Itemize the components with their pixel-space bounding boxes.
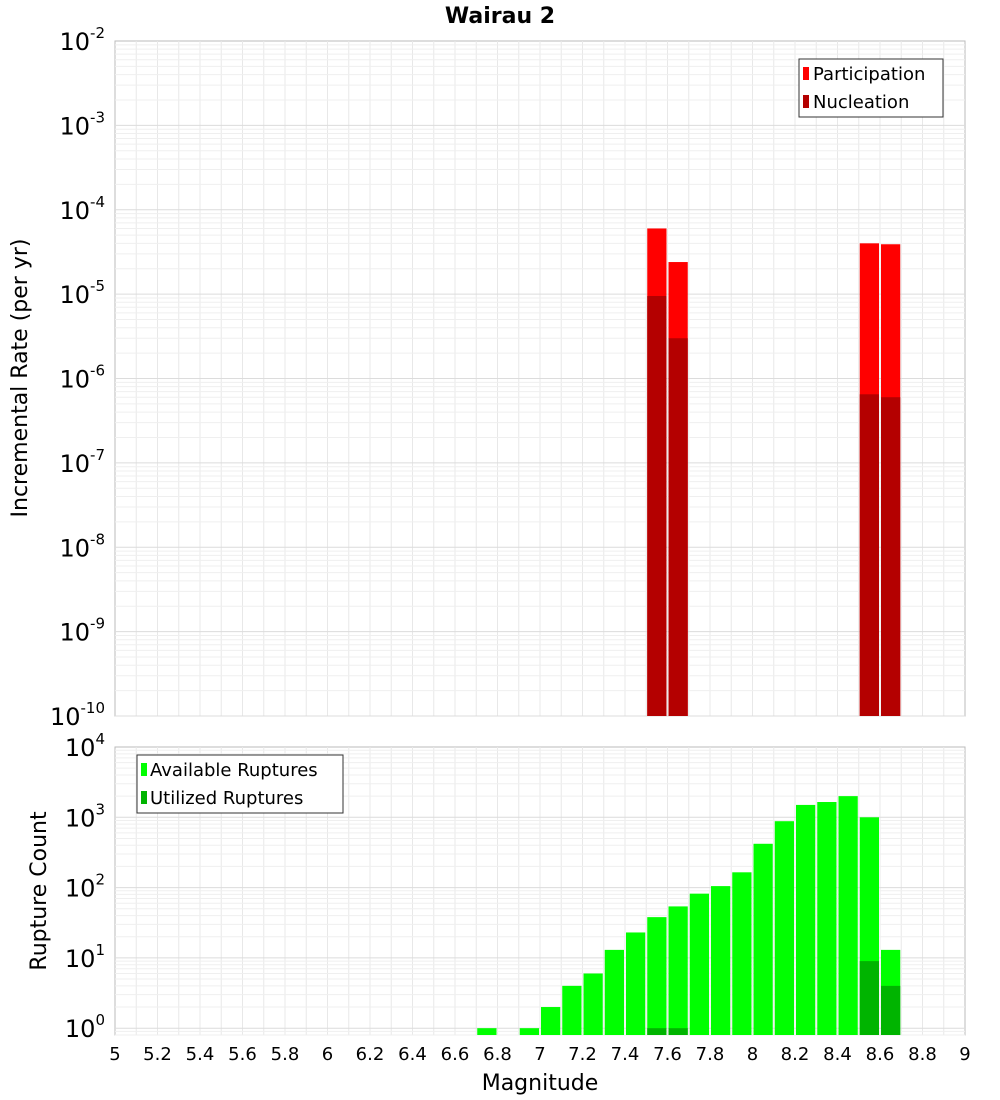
x-tick-label: 7 [534,1044,545,1065]
bottom-y-tick-label: 103 [65,800,105,832]
top-y-tick-label: 10-3 [59,108,105,140]
top-y-tick-label: 10-8 [59,530,105,562]
x-tick-label: 7.4 [611,1044,640,1065]
x-tick-label: 6.8 [483,1044,512,1065]
bottom-bar-secondary [647,1028,667,1035]
bottom-bar-primary [753,843,773,1035]
bottom-bar-primary [668,906,688,1035]
bottom-legend: Available Ruptures Utilized Ruptures [136,754,344,814]
bottom-bar-primary [647,917,667,1035]
bottom-y-tick-label: 100 [65,1011,105,1043]
bottom-y-tick-label: 102 [65,871,105,903]
x-tick-label: 8.4 [823,1044,852,1065]
x-tick-label: 6 [322,1044,333,1065]
top-legend-box [798,58,944,118]
top-y-tick-label: 10-4 [59,193,105,225]
bottom-legend-box [136,754,344,814]
bottom-bar-primary [519,1028,539,1035]
x-tick-label: 6.2 [356,1044,385,1065]
bottom-bar-primary [477,1028,497,1035]
top-y-tick-label: 10-10 [50,699,105,731]
x-tick-label: 5 [109,1044,120,1065]
top-legend: Participation Nucleation [798,58,944,118]
top-y-tick-label: 10-9 [59,615,105,647]
bottom-bar-primary [562,985,582,1035]
bottom-y-tick-label: 104 [65,730,105,762]
x-tick-label: 9 [959,1044,970,1065]
x-tick-label: 8.2 [781,1044,810,1065]
top-y-tick-label: 10-7 [59,446,105,478]
bottom-grid [115,747,965,1036]
legend-label-nucleation: Nucleation [813,92,909,113]
top-bar-secondary [668,338,688,716]
top-y-axis-label: Incremental Rate (per yr) [8,239,33,518]
x-tick-label: 5.6 [228,1044,257,1065]
bottom-y-axis-label: Rupture Count [27,811,52,971]
top-bars [647,228,901,717]
x-tick-label: 8.6 [866,1044,895,1065]
x-tick-label: 6.4 [398,1044,427,1065]
top-y-tick-label: 10-6 [59,362,105,394]
top-bar-secondary [859,394,879,716]
legend-swatch-nucleation [803,95,809,108]
top-bar-secondary [881,397,901,716]
x-tick-label: 7.8 [696,1044,725,1065]
bottom-bar-secondary [881,985,901,1035]
x-tick-label: 7.6 [653,1044,682,1065]
bottom-bar-secondary [668,1028,688,1035]
top-y-tick-label: 10-2 [59,24,105,56]
legend-swatch-participation [803,67,809,80]
legend-label-available: Available Ruptures [150,760,318,781]
bottom-bar-primary [711,886,731,1035]
x-tick-label: 5.4 [186,1044,215,1065]
x-tick-label: 5.2 [143,1044,172,1065]
top-grid [115,41,965,717]
x-tick-labels: 5 5.2 5.4 5.6 5.8 6 6.2 6.4 6.6 6.8 7 7.2 7.4 7.6 7.8 8… [109,1044,970,1065]
bottom-panel: 100 101 102 103 104 Rupture Count Available … [27,730,966,1043]
bottom-bars [477,796,901,1035]
bottom-bar-primary [604,949,624,1035]
bottom-bar-primary [626,932,646,1035]
bottom-bar-secondary [859,961,879,1035]
bottom-y-tick-label: 101 [65,941,105,973]
bottom-bar-primary [689,893,709,1035]
bottom-bar-primary [838,796,858,1035]
x-tick-label: 8.8 [908,1044,937,1065]
bottom-bar-primary [774,821,794,1035]
bottom-bar-primary [796,804,816,1035]
bottom-y-ticks: 100 101 102 103 104 [65,730,105,1043]
bottom-bar-primary [583,973,603,1035]
legend-label-participation: Participation [813,64,925,85]
top-y-ticks: 10-10 10-9 10-8 10-7 10-6 10-5 10-4 10-3 10-2 [50,24,105,731]
x-tick-label: 8 [747,1044,758,1065]
top-bar-secondary [647,296,667,716]
x-tick-label: 6.6 [441,1044,470,1065]
bottom-bar-primary [541,1007,561,1035]
top-panel: 10-10 10-9 10-8 10-7 10-6 10-5 10-4 10-3 10-2 In… [8,24,966,731]
bottom-bar-primary [817,802,837,1035]
legend-swatch-utilized [141,791,147,804]
x-axis-label: Magnitude [482,1071,599,1096]
x-tick-label: 7.2 [568,1044,597,1065]
top-y-tick-label: 10-5 [59,277,105,309]
legend-label-utilized: Utilized Ruptures [150,788,303,809]
bottom-bar-primary [732,872,752,1035]
x-tick-label: 5.8 [271,1044,300,1065]
legend-swatch-available [141,763,147,776]
chart-title: Wairau 2 [445,4,555,29]
